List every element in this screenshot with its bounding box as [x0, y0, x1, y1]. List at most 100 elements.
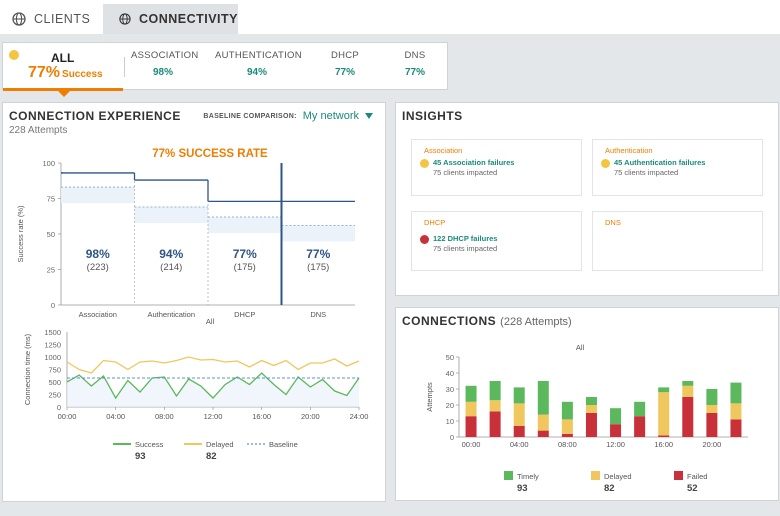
insight-row: 122 DHCP failures 75 clients impacted — [420, 234, 497, 253]
x-tick-label: 12:00 — [204, 412, 223, 421]
bar-timely — [513, 387, 525, 404]
legend-label: Baseline — [269, 440, 298, 449]
bar-delayed — [537, 414, 549, 431]
insight-failures[interactable]: 45 Association failures — [433, 158, 515, 167]
insight-association[interactable]: Association 45 Association failures 75 c… — [411, 139, 582, 196]
insight-impacted: 75 clients impacted — [433, 168, 498, 177]
summary-all[interactable]: ALL 77% Success — [3, 43, 123, 97]
globe-icon — [12, 12, 26, 26]
connections-panel: CONNECTIONS (228 Attempts) All Attempts 0 10… — [395, 307, 779, 501]
summary-item-value: 77% — [404, 67, 425, 78]
legend-label: Timely — [517, 472, 539, 481]
summary-item-name: ASSOCIATION — [131, 50, 199, 61]
bar-failed — [610, 424, 622, 437]
insight-heading: Association — [424, 146, 463, 155]
y-tick-label: 0 — [450, 433, 454, 442]
status-dot — [9, 50, 19, 60]
summary-association[interactable]: ASSOCIATION 98% — [131, 50, 199, 78]
bar-timely — [634, 401, 646, 417]
insight-failures[interactable]: 122 DHCP failures — [433, 234, 498, 243]
baseline-band — [281, 225, 355, 242]
bar-failed — [706, 413, 718, 437]
globe-icon — [119, 13, 131, 25]
bar-delayed — [585, 405, 597, 413]
panel-title: CONNECTIONS (228 Attempts) — [402, 314, 572, 328]
y-tick-label: 0 — [51, 301, 55, 310]
bar-delayed — [682, 385, 694, 397]
count-label: (175) — [307, 262, 329, 273]
summary-dns[interactable]: DNS 77% — [395, 50, 435, 78]
y-tick-label: 40 — [446, 369, 454, 378]
insight-text: 45 Authentication failures 75 clients im… — [614, 158, 705, 177]
bar-delayed — [513, 403, 525, 426]
chart-title: 77% SUCCESS RATE — [152, 148, 268, 160]
bar-timely — [489, 381, 501, 401]
summary-authentication[interactable]: AUTHENTICATION 94% — [215, 50, 302, 78]
attempts-count: 228 Attempts — [9, 125, 68, 136]
insight-failures[interactable]: 45 Authentication failures — [614, 158, 706, 167]
panel-title: INSIGHTS — [402, 109, 463, 123]
bar-timely — [706, 389, 718, 405]
connection-time-chart: All Connection time (ms) 0 250 500 750 1000 125… — [23, 317, 369, 462]
insight-dhcp[interactable]: DHCP 122 DHCP failures 75 clients impact… — [411, 211, 582, 271]
status-dot — [420, 235, 429, 244]
insight-dns[interactable]: DNS — [592, 211, 763, 271]
summary-dhcp[interactable]: DHCP 77% — [325, 50, 365, 78]
baseline-band — [134, 207, 208, 224]
summary-item-name: DHCP — [330, 50, 360, 61]
y-tick-label: 1250 — [44, 341, 61, 350]
baseline-select[interactable]: My network — [302, 110, 359, 122]
chevron-down-icon[interactable] — [365, 113, 373, 119]
insight-heading: DHCP — [424, 218, 446, 227]
bar-failed — [634, 416, 646, 437]
x-tick-label: 00:00 — [58, 412, 77, 421]
count-label: (223) — [87, 262, 109, 273]
tab-clients-label: CLIENTS — [34, 12, 91, 26]
y-axis-label: Success rate (%) — [16, 205, 25, 263]
bar-delayed — [730, 403, 742, 420]
x-tick-label: 04:00 — [510, 440, 529, 449]
y-tick-label: 1500 — [44, 328, 61, 337]
bar-failed — [489, 411, 501, 437]
summary-item-value: 94% — [246, 67, 267, 78]
x-tick-label: 20:00 — [301, 412, 320, 421]
status-dot — [601, 159, 610, 168]
summary-all-label: ALL — [51, 51, 75, 65]
tab-clients[interactable]: CLIENTS — [12, 4, 90, 34]
legend-label: Success — [135, 440, 164, 449]
divider — [124, 57, 125, 77]
insight-text: 122 DHCP failures 75 clients impacted — [433, 234, 497, 253]
y-tick-label: 25 — [47, 266, 55, 275]
x-tick-label: 04:00 — [106, 412, 125, 421]
bar-failed — [585, 413, 597, 437]
insight-authentication[interactable]: Authentication 45 Authentication failure… — [592, 139, 763, 196]
panel-title: CONNECTION EXPERIENCE — [9, 109, 181, 123]
y-tick-label: 50 — [47, 230, 55, 239]
insight-impacted: 75 clients impacted — [614, 168, 679, 177]
legend-swatch — [591, 471, 600, 480]
connections-title: CONNECTIONS — [402, 314, 497, 328]
y-tick-label: 250 — [48, 391, 61, 400]
value-label: 94% — [159, 247, 183, 261]
legend-total: 52 — [687, 483, 698, 494]
bar-timely — [465, 385, 477, 402]
tab-connectivity[interactable]: CONNECTIVITY — [103, 4, 238, 34]
legend-label: Delayed — [206, 440, 234, 449]
bar-timely — [561, 401, 573, 420]
x-tick-label: 24:00 — [350, 412, 369, 421]
insight-text: 45 Association failures 75 clients impac… — [433, 158, 514, 177]
bar-delayed — [465, 401, 477, 417]
bar-timely — [658, 387, 670, 393]
tab-connectivity-label: CONNECTIVITY — [138, 12, 238, 26]
x-tick-label: 16:00 — [252, 412, 271, 421]
series-delayed — [66, 356, 360, 374]
x-tick-label: 20:00 — [702, 440, 721, 449]
y-tick-label: 750 — [48, 366, 61, 375]
baseline-band — [61, 187, 135, 204]
legend-total: 93 — [517, 483, 528, 494]
value-label: 98% — [86, 247, 110, 261]
y-tick-label: 75 — [47, 195, 55, 204]
x-tick-label: DHCP — [234, 310, 255, 319]
y-tick-label: 100 — [42, 159, 55, 168]
summary-all-percent: 77% Success — [28, 64, 103, 82]
